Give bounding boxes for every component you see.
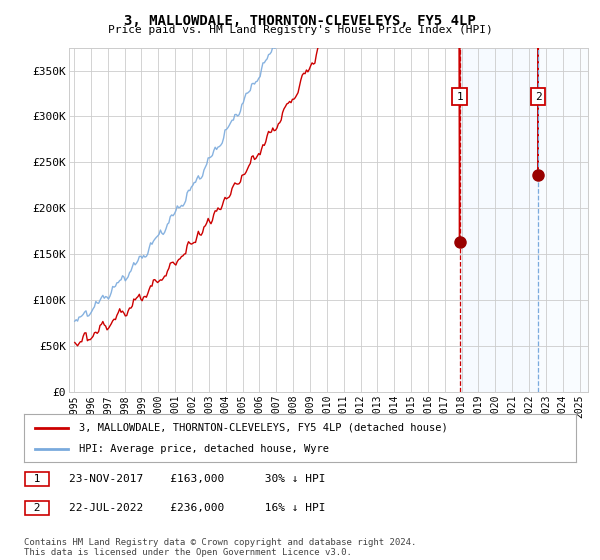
Text: 2: 2 (535, 91, 541, 101)
Bar (460, 48, 538, 392)
Text: 1: 1 (456, 91, 463, 101)
Text: HPI: Average price, detached house, Wyre: HPI: Average price, detached house, Wyre (79, 444, 329, 454)
Text: 23-NOV-2017    £163,000      30% ↓ HPI: 23-NOV-2017 £163,000 30% ↓ HPI (69, 474, 325, 484)
Text: 1: 1 (27, 474, 47, 484)
Text: Contains HM Land Registry data © Crown copyright and database right 2024.
This d: Contains HM Land Registry data © Crown c… (24, 538, 416, 557)
Text: 2: 2 (27, 503, 47, 513)
Text: Price paid vs. HM Land Registry's House Price Index (HPI): Price paid vs. HM Land Registry's House … (107, 25, 493, 35)
Text: 3, MALLOWDALE, THORNTON-CLEVELEYS, FY5 4LP (detached house): 3, MALLOWDALE, THORNTON-CLEVELEYS, FY5 4… (79, 423, 448, 433)
Text: 3, MALLOWDALE, THORNTON-CLEVELEYS, FY5 4LP: 3, MALLOWDALE, THORNTON-CLEVELEYS, FY5 4… (124, 14, 476, 28)
Text: 22-JUL-2022    £236,000      16% ↓ HPI: 22-JUL-2022 £236,000 16% ↓ HPI (69, 503, 325, 513)
Bar (538, 48, 588, 392)
